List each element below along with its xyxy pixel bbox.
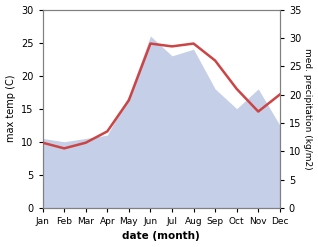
Y-axis label: max temp (C): max temp (C) [5,75,16,143]
Y-axis label: med. precipitation (kg/m2): med. precipitation (kg/m2) [303,48,313,169]
X-axis label: date (month): date (month) [122,231,200,242]
